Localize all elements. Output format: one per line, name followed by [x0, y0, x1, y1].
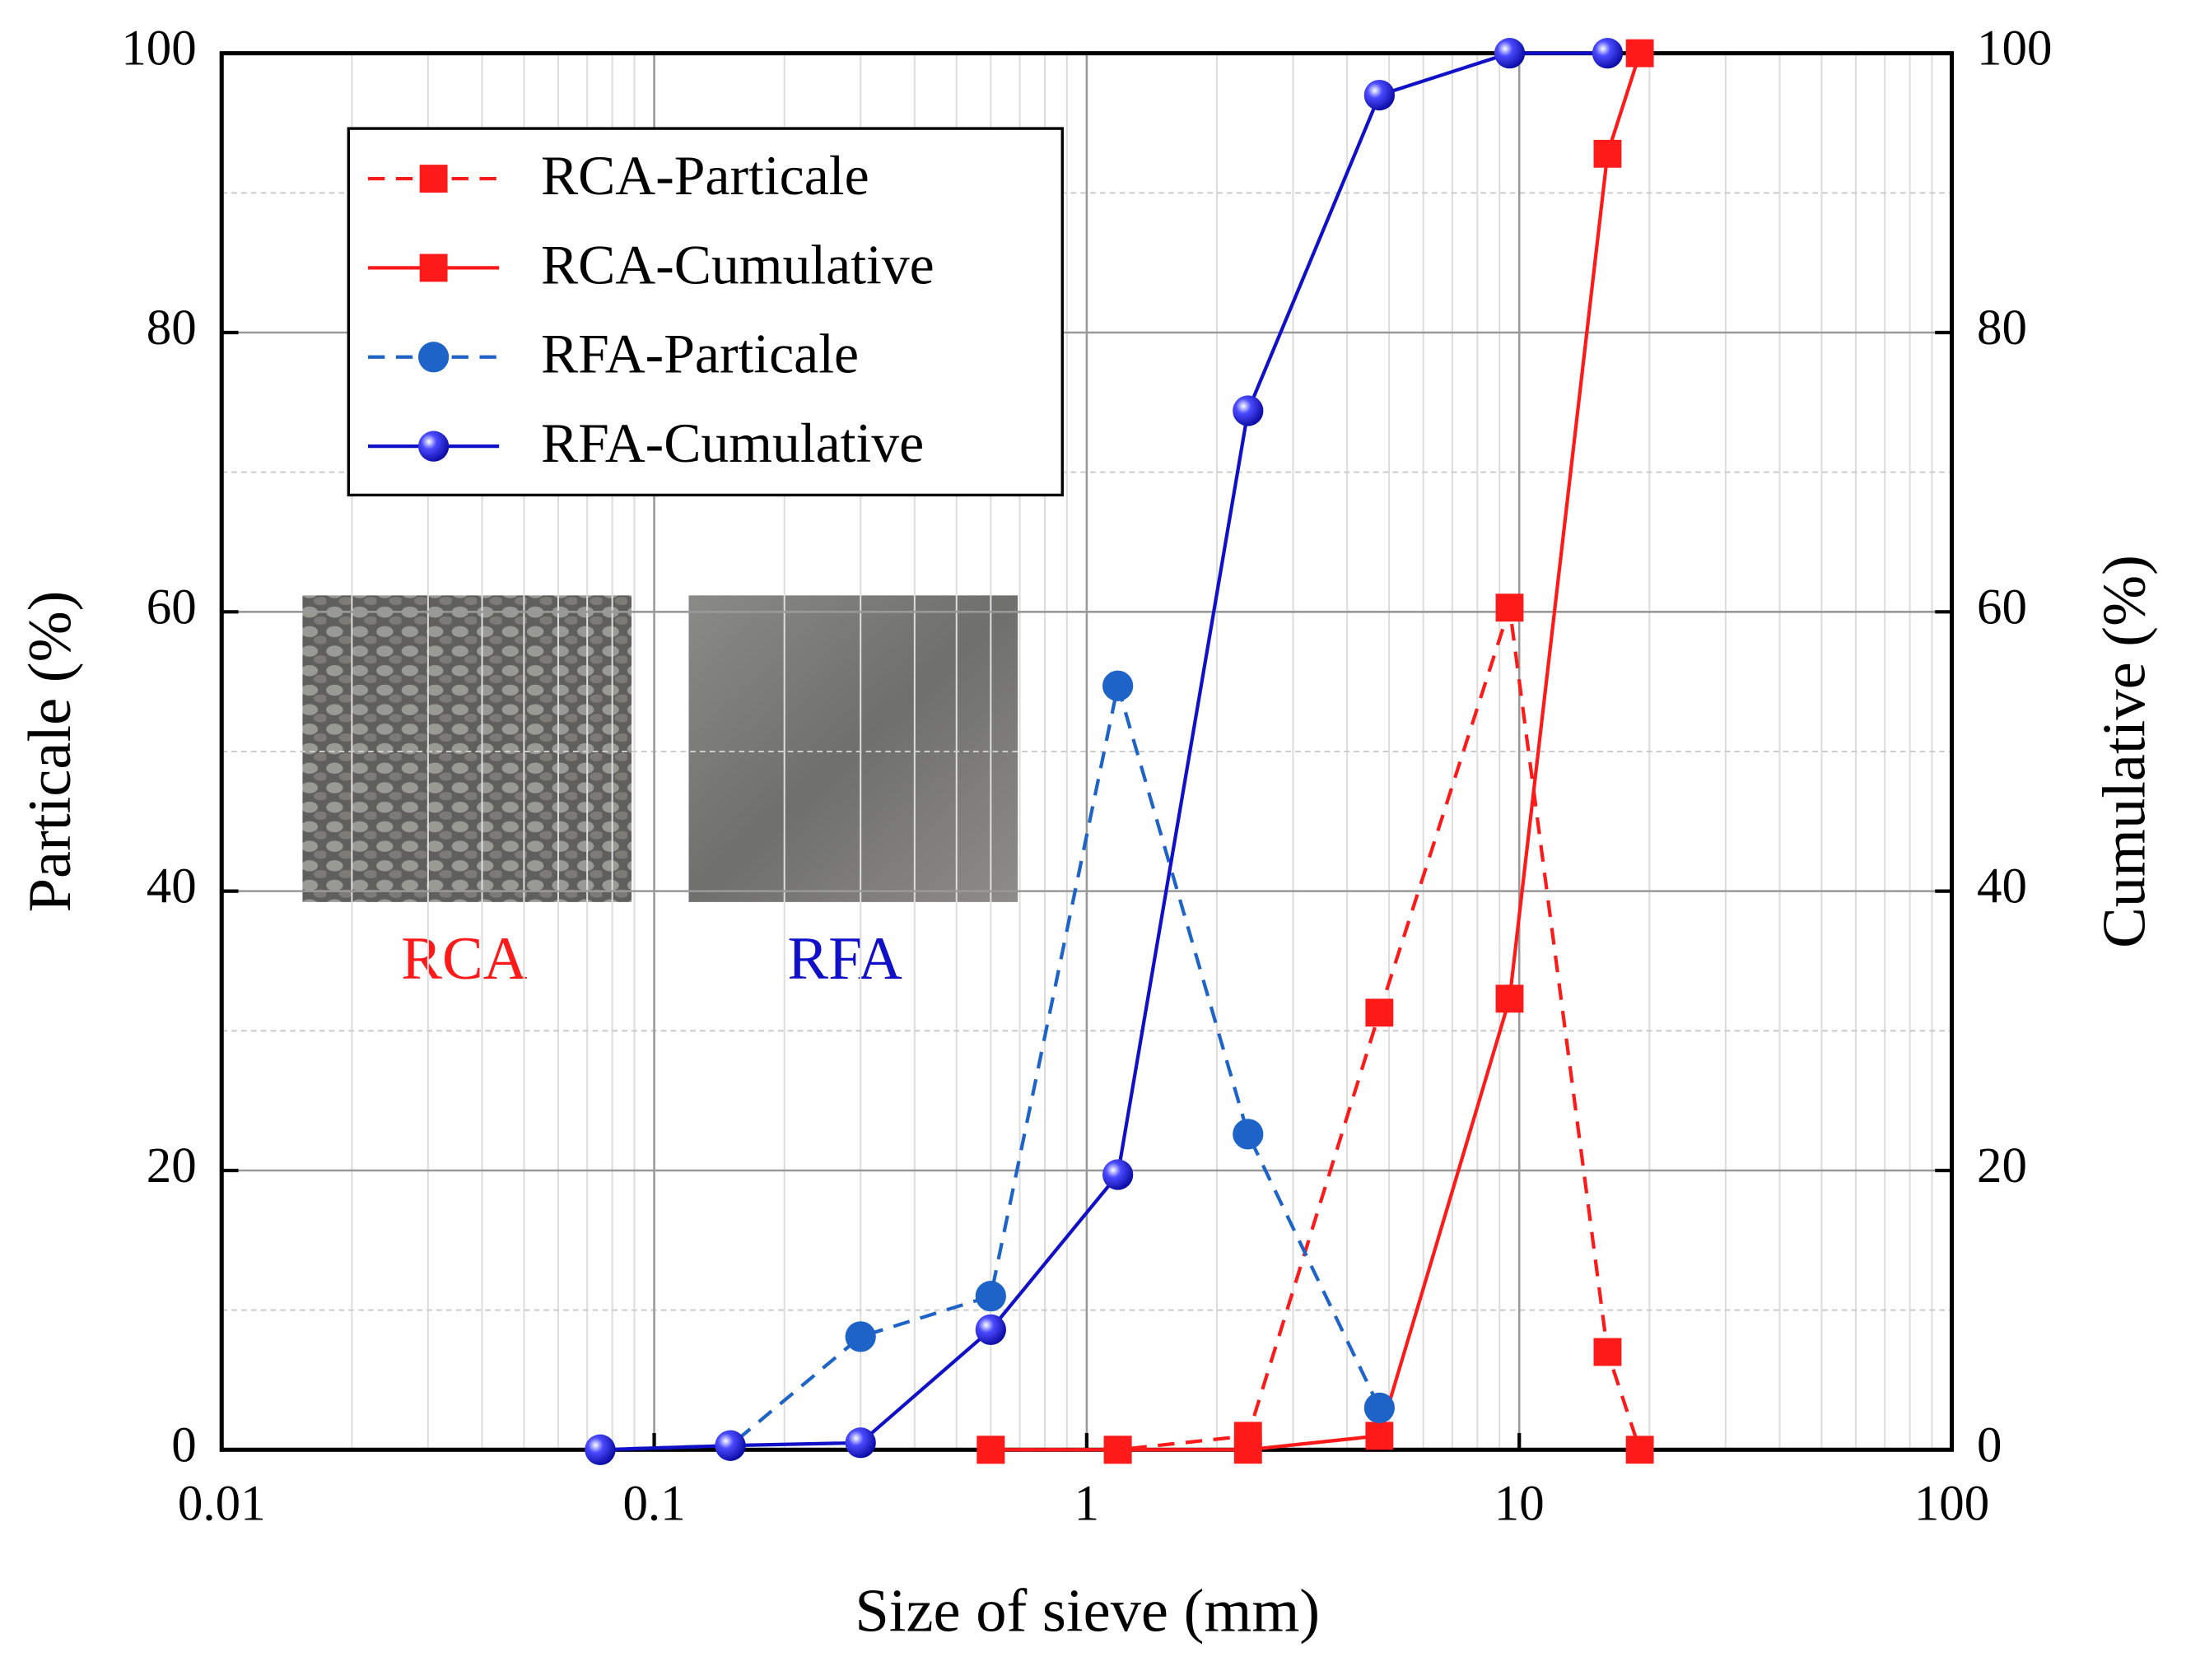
marker: [1233, 395, 1264, 426]
y-tick-label: 20: [147, 1138, 197, 1194]
marker: [975, 1314, 1006, 1346]
y2-axis-label: Cumulative (%): [2090, 555, 2158, 948]
y2-tick-label: 80: [1977, 300, 2027, 356]
annotation: RCA: [401, 925, 527, 993]
marker: [1103, 1436, 1132, 1464]
marker: [1495, 984, 1524, 1013]
legend-marker: [417, 430, 450, 462]
marker: [1625, 1436, 1654, 1464]
y2-tick-label: 60: [1977, 579, 2027, 635]
legend-label: RFA-Cumulative: [541, 412, 924, 474]
legend-label: RCA-Particale: [541, 145, 869, 207]
x-tick-label: 1: [1074, 1476, 1099, 1531]
y-axis-label: Particale (%): [16, 591, 84, 913]
marker: [1233, 1436, 1262, 1464]
legend-box: [347, 127, 1064, 497]
marker: [1592, 38, 1624, 69]
rca-photo: [302, 595, 632, 902]
marker: [975, 1281, 1006, 1312]
y-tick-label: 80: [147, 300, 197, 356]
marker: [1365, 1422, 1394, 1450]
marker: [1593, 139, 1622, 168]
marker: [1593, 1338, 1622, 1366]
y2-tick-label: 100: [1977, 21, 2052, 77]
x-tick-label: 100: [1914, 1476, 1989, 1531]
marker: [1363, 79, 1395, 111]
marker: [845, 1427, 876, 1459]
y2-tick-label: 40: [1977, 859, 2027, 914]
marker: [1495, 593, 1524, 622]
marker: [1363, 1392, 1395, 1424]
marker: [1102, 670, 1134, 701]
marker: [585, 1434, 616, 1465]
legend-label: RCA-Cumulative: [541, 234, 935, 296]
legend-marker: [419, 165, 448, 193]
y-tick-label: 60: [147, 579, 197, 635]
legend-marker: [417, 342, 450, 373]
series-line: [990, 607, 1642, 1452]
y-tick-label: 40: [147, 859, 197, 914]
y2-tick-label: 0: [1977, 1417, 2002, 1473]
marker: [1102, 1159, 1134, 1190]
marker: [1365, 998, 1394, 1027]
y2-tick-label: 20: [1977, 1138, 2027, 1194]
annotation: RFA: [787, 925, 902, 993]
marker: [1233, 1119, 1264, 1150]
x-tick-label: 10: [1494, 1476, 1545, 1531]
marker: [1494, 38, 1526, 69]
marker: [715, 1430, 746, 1461]
x-tick-label: 0.1: [622, 1476, 685, 1531]
marker: [976, 1436, 1005, 1464]
y-tick-label: 0: [171, 1417, 196, 1473]
x-tick-label: 0.01: [178, 1476, 266, 1531]
legend-label: RFA-Particale: [541, 323, 859, 385]
legend-marker: [419, 254, 448, 282]
rfa-photo: [688, 595, 1018, 902]
marker: [1625, 39, 1654, 67]
y-tick-label: 100: [121, 21, 196, 77]
marker: [845, 1321, 876, 1352]
x-axis-label: Size of sieve (mm): [855, 1578, 1320, 1645]
